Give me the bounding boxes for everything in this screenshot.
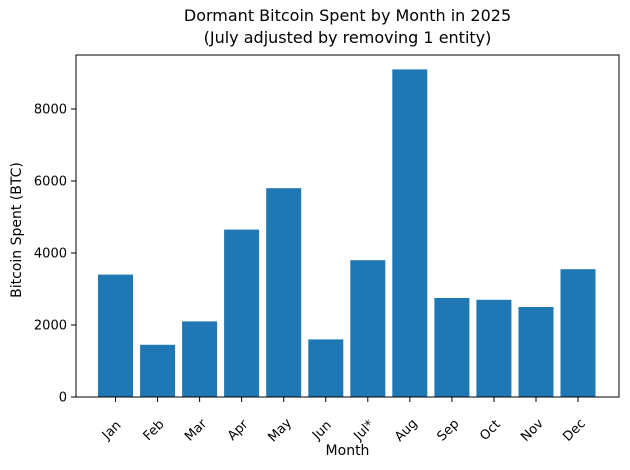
- x-tick-label-aug: Aug: [392, 416, 421, 445]
- bar-may: [266, 188, 302, 397]
- chart-subtitle: (July adjusted by removing 1 entity): [203, 28, 492, 47]
- y-tick-label-8000: 8000: [34, 103, 67, 118]
- y-tick-label-4000: 4000: [34, 247, 67, 262]
- x-tick-label-oct: Oct: [477, 417, 504, 444]
- chart-title-block: Dormant Bitcoin Spent by Month in 2025 (…: [76, 5, 619, 49]
- plot-border: [75, 54, 620, 398]
- x-tick-label-jan: Jan: [99, 418, 124, 443]
- bar-aug: [392, 69, 428, 398]
- bars-group: [98, 69, 596, 398]
- x-tick-label-apr: Apr: [225, 417, 252, 444]
- bar-mar: [182, 321, 218, 397]
- x-tick-label-feb: Feb: [141, 417, 168, 444]
- chart-title: Dormant Bitcoin Spent by Month in 2025: [183, 6, 512, 25]
- bar-jul: [350, 260, 386, 397]
- x-tick-label-dec: Dec: [560, 416, 588, 444]
- x-tick-label-may: May: [265, 416, 295, 446]
- y-tick-label-0: 0: [59, 391, 67, 406]
- x-tick-label-nov: Nov: [518, 416, 547, 445]
- x-tick-label-jun: Jun: [309, 418, 335, 444]
- bar-jan: [98, 274, 133, 397]
- y-tick-label-6000: 6000: [34, 175, 67, 190]
- bar-feb: [140, 344, 176, 397]
- x-tick-label-mar: Mar: [182, 416, 210, 444]
- x-axis-label: Month: [325, 443, 370, 459]
- bar-jun: [308, 339, 344, 397]
- bar-apr: [224, 229, 260, 397]
- x-tick-label-sep: Sep: [434, 417, 462, 445]
- bar-oct: [476, 299, 512, 397]
- x-tick-label-jul: Jul*: [350, 417, 377, 444]
- bar-nov: [518, 307, 554, 397]
- y-tick-label-2000: 2000: [34, 319, 67, 334]
- bar-dec: [560, 269, 596, 397]
- bar-sep: [434, 298, 470, 397]
